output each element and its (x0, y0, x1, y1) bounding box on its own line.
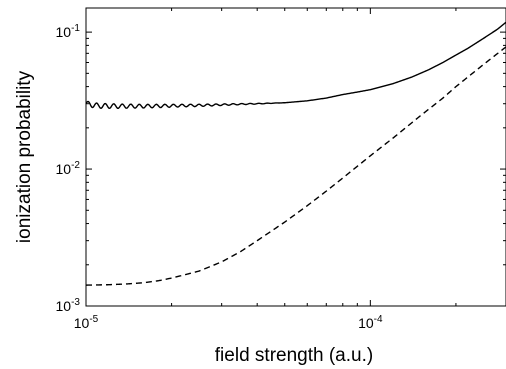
x-tick-label: 10-4 (358, 314, 383, 331)
y-tick-label: 10-2 (56, 160, 81, 177)
x-tick-label: 10-5 (74, 314, 99, 331)
plot-marks (85, 21, 506, 286)
series-line-2-dashed (85, 46, 506, 286)
plot-frame (85, 7, 506, 307)
series-line-1-solid (85, 21, 506, 110)
x-axis-title: field strength (a.u.) (215, 345, 373, 366)
ticks: 10-5 10-4 10-3 10-2 10-1 (56, 8, 506, 331)
y-tick-label: 10-1 (56, 23, 81, 40)
y-tick-label: 10-3 (56, 297, 81, 314)
y-axis-title: ionization probability (14, 70, 35, 243)
